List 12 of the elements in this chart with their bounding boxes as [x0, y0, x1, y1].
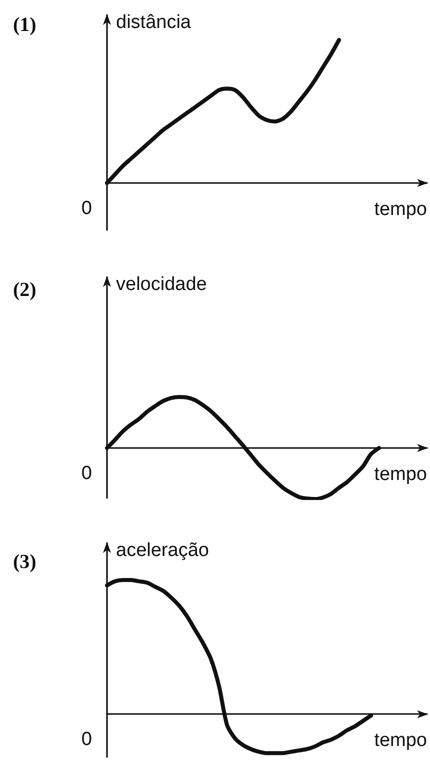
- y-axis-title: aceleração: [116, 540, 209, 561]
- text: 0: [81, 463, 92, 484]
- chart-title: (1): [13, 14, 36, 36]
- x-axis-title: tempo: [374, 199, 427, 220]
- chart-title: (2): [13, 279, 36, 301]
- y-axis-title: distância: [116, 12, 192, 33]
- x-axis-title: tempo: [374, 730, 427, 752]
- text: 0: [81, 729, 92, 750]
- chart-title: (3): [13, 551, 36, 573]
- y-axis-title: velocidade: [116, 274, 207, 295]
- text: 0: [81, 198, 92, 219]
- x-axis-title: tempo: [374, 464, 427, 485]
